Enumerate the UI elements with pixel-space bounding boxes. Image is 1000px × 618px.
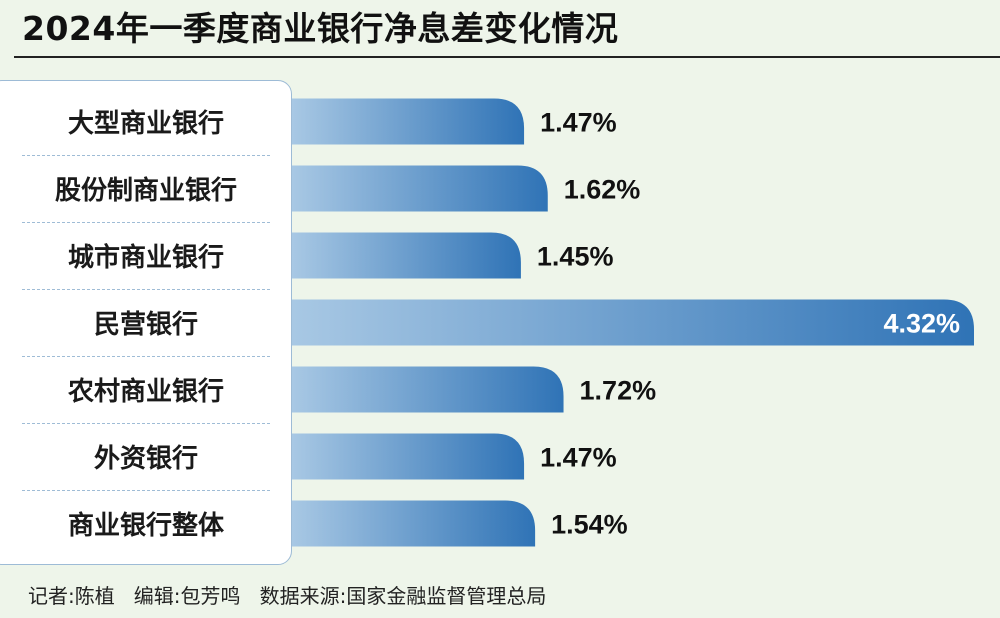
bar-value-label: 1.62%	[564, 175, 641, 205]
bar	[292, 366, 564, 413]
bar	[292, 433, 525, 480]
row-separator	[22, 423, 270, 424]
bar-value-label: 1.47%	[540, 443, 617, 473]
chart-title: 2024年一季度商业银行净息差变化情况	[22, 9, 619, 48]
bar	[292, 500, 536, 547]
category-label: 城市商业银行	[67, 242, 224, 273]
category-label: 大型商业银行	[67, 108, 224, 139]
bar-value-label: 4.32%	[883, 309, 960, 339]
bar	[292, 98, 525, 145]
bar-value-label: 1.47%	[540, 108, 617, 138]
bar	[292, 299, 974, 346]
row-separator	[22, 490, 270, 491]
bars-group: 1.47% 1.62% 1.45% 4.32% 1.72% 1.47% 1.54%	[292, 98, 974, 547]
category-label: 商业银行整体	[67, 510, 224, 541]
row-separator	[22, 289, 270, 290]
category-label-panel	[0, 80, 292, 565]
category-label: 农村商业银行	[67, 376, 224, 407]
category-label: 外资银行	[93, 443, 198, 474]
bar	[292, 165, 548, 212]
title-underline	[14, 56, 1000, 58]
category-label: 股份制商业银行	[54, 175, 237, 206]
credits-footer: 记者:陈植 编辑:包芳鸣 数据来源:国家金融监督管理总局	[28, 584, 547, 608]
row-separator	[22, 356, 270, 357]
bar-value-label: 1.45%	[537, 242, 614, 272]
bar	[292, 232, 521, 279]
bar-value-label: 1.54%	[551, 510, 628, 540]
bar-value-label: 1.72%	[580, 376, 657, 406]
row-separator	[22, 155, 270, 156]
category-label: 民营银行	[93, 309, 198, 340]
row-separator	[22, 222, 270, 223]
